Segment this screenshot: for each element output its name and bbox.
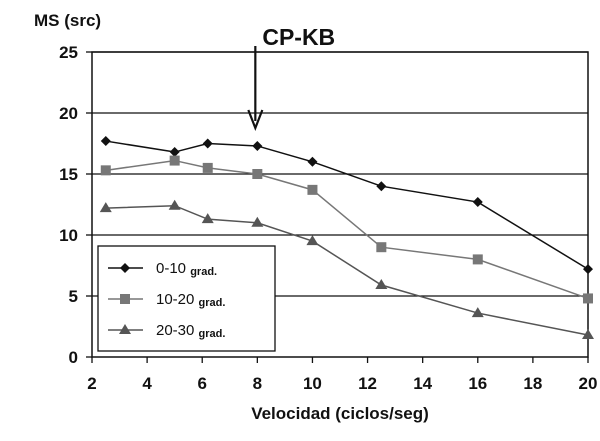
annotation-label: CP-KB [262,24,335,50]
y-tick-label: 10 [59,226,78,245]
x-tick-label: 16 [468,374,487,393]
y-tick-label: 20 [59,104,78,123]
data-point [201,213,214,224]
x-tick-label: 20 [579,374,598,393]
legend-marker [120,294,130,304]
legend-label-suffix: grad. [199,297,226,309]
x-tick-label: 6 [197,374,206,393]
plot-border [91,51,589,358]
data-point [582,329,594,340]
data-point [202,162,213,173]
x-axis-title: Velocidad (ciclos/seg) [251,404,429,423]
data-point [100,136,111,147]
y-axis-title: MS (src) [34,11,101,30]
legend-label-suffix: grad. [190,266,217,278]
data-point [100,165,111,176]
data-point [202,138,213,149]
x-tick-label: 12 [358,374,377,393]
x-tick-label: 8 [253,374,262,393]
data-point [583,293,593,304]
y-tick-label: 25 [59,43,78,62]
data-point [472,197,483,208]
data-point [169,147,180,158]
data-point [375,279,388,290]
data-point [472,254,483,265]
legend-label: 20-30 grad. [156,322,225,340]
x-tick-label: 10 [303,374,322,393]
y-tick-label: 15 [59,165,78,184]
y-tick-label: 0 [69,348,78,367]
x-tick-label: 2 [87,374,96,393]
legend-label-main: 0-10 [156,260,190,277]
y-tick-label: 5 [69,287,78,306]
data-point [307,156,318,167]
data-point [471,307,484,318]
x-tick-label: 4 [142,374,152,393]
series-line [105,159,589,300]
x-tick-label: 14 [413,374,432,393]
series-line [105,204,589,336]
legend-marker [120,263,130,273]
annotation-arrow-head [247,109,264,132]
data-point [306,235,319,246]
legend-label: 0-10 grad. [156,260,217,278]
data-point [99,202,112,213]
data-point [251,216,264,227]
x-tick-label: 18 [523,374,542,393]
legend-label-main: 10-20 [156,291,199,308]
data-point [168,199,181,210]
legend-marker [119,324,131,334]
data-point [376,181,387,192]
data-point [307,184,318,195]
data-point [252,169,263,179]
data-point [376,242,387,253]
data-point [583,264,593,275]
legend-label-main: 20-30 [156,322,199,339]
data-point [169,155,180,166]
series-line [105,140,589,270]
legend-label-suffix: grad. [199,328,226,340]
data-point [252,140,263,151]
legend-label: 10-20 grad. [156,291,225,309]
